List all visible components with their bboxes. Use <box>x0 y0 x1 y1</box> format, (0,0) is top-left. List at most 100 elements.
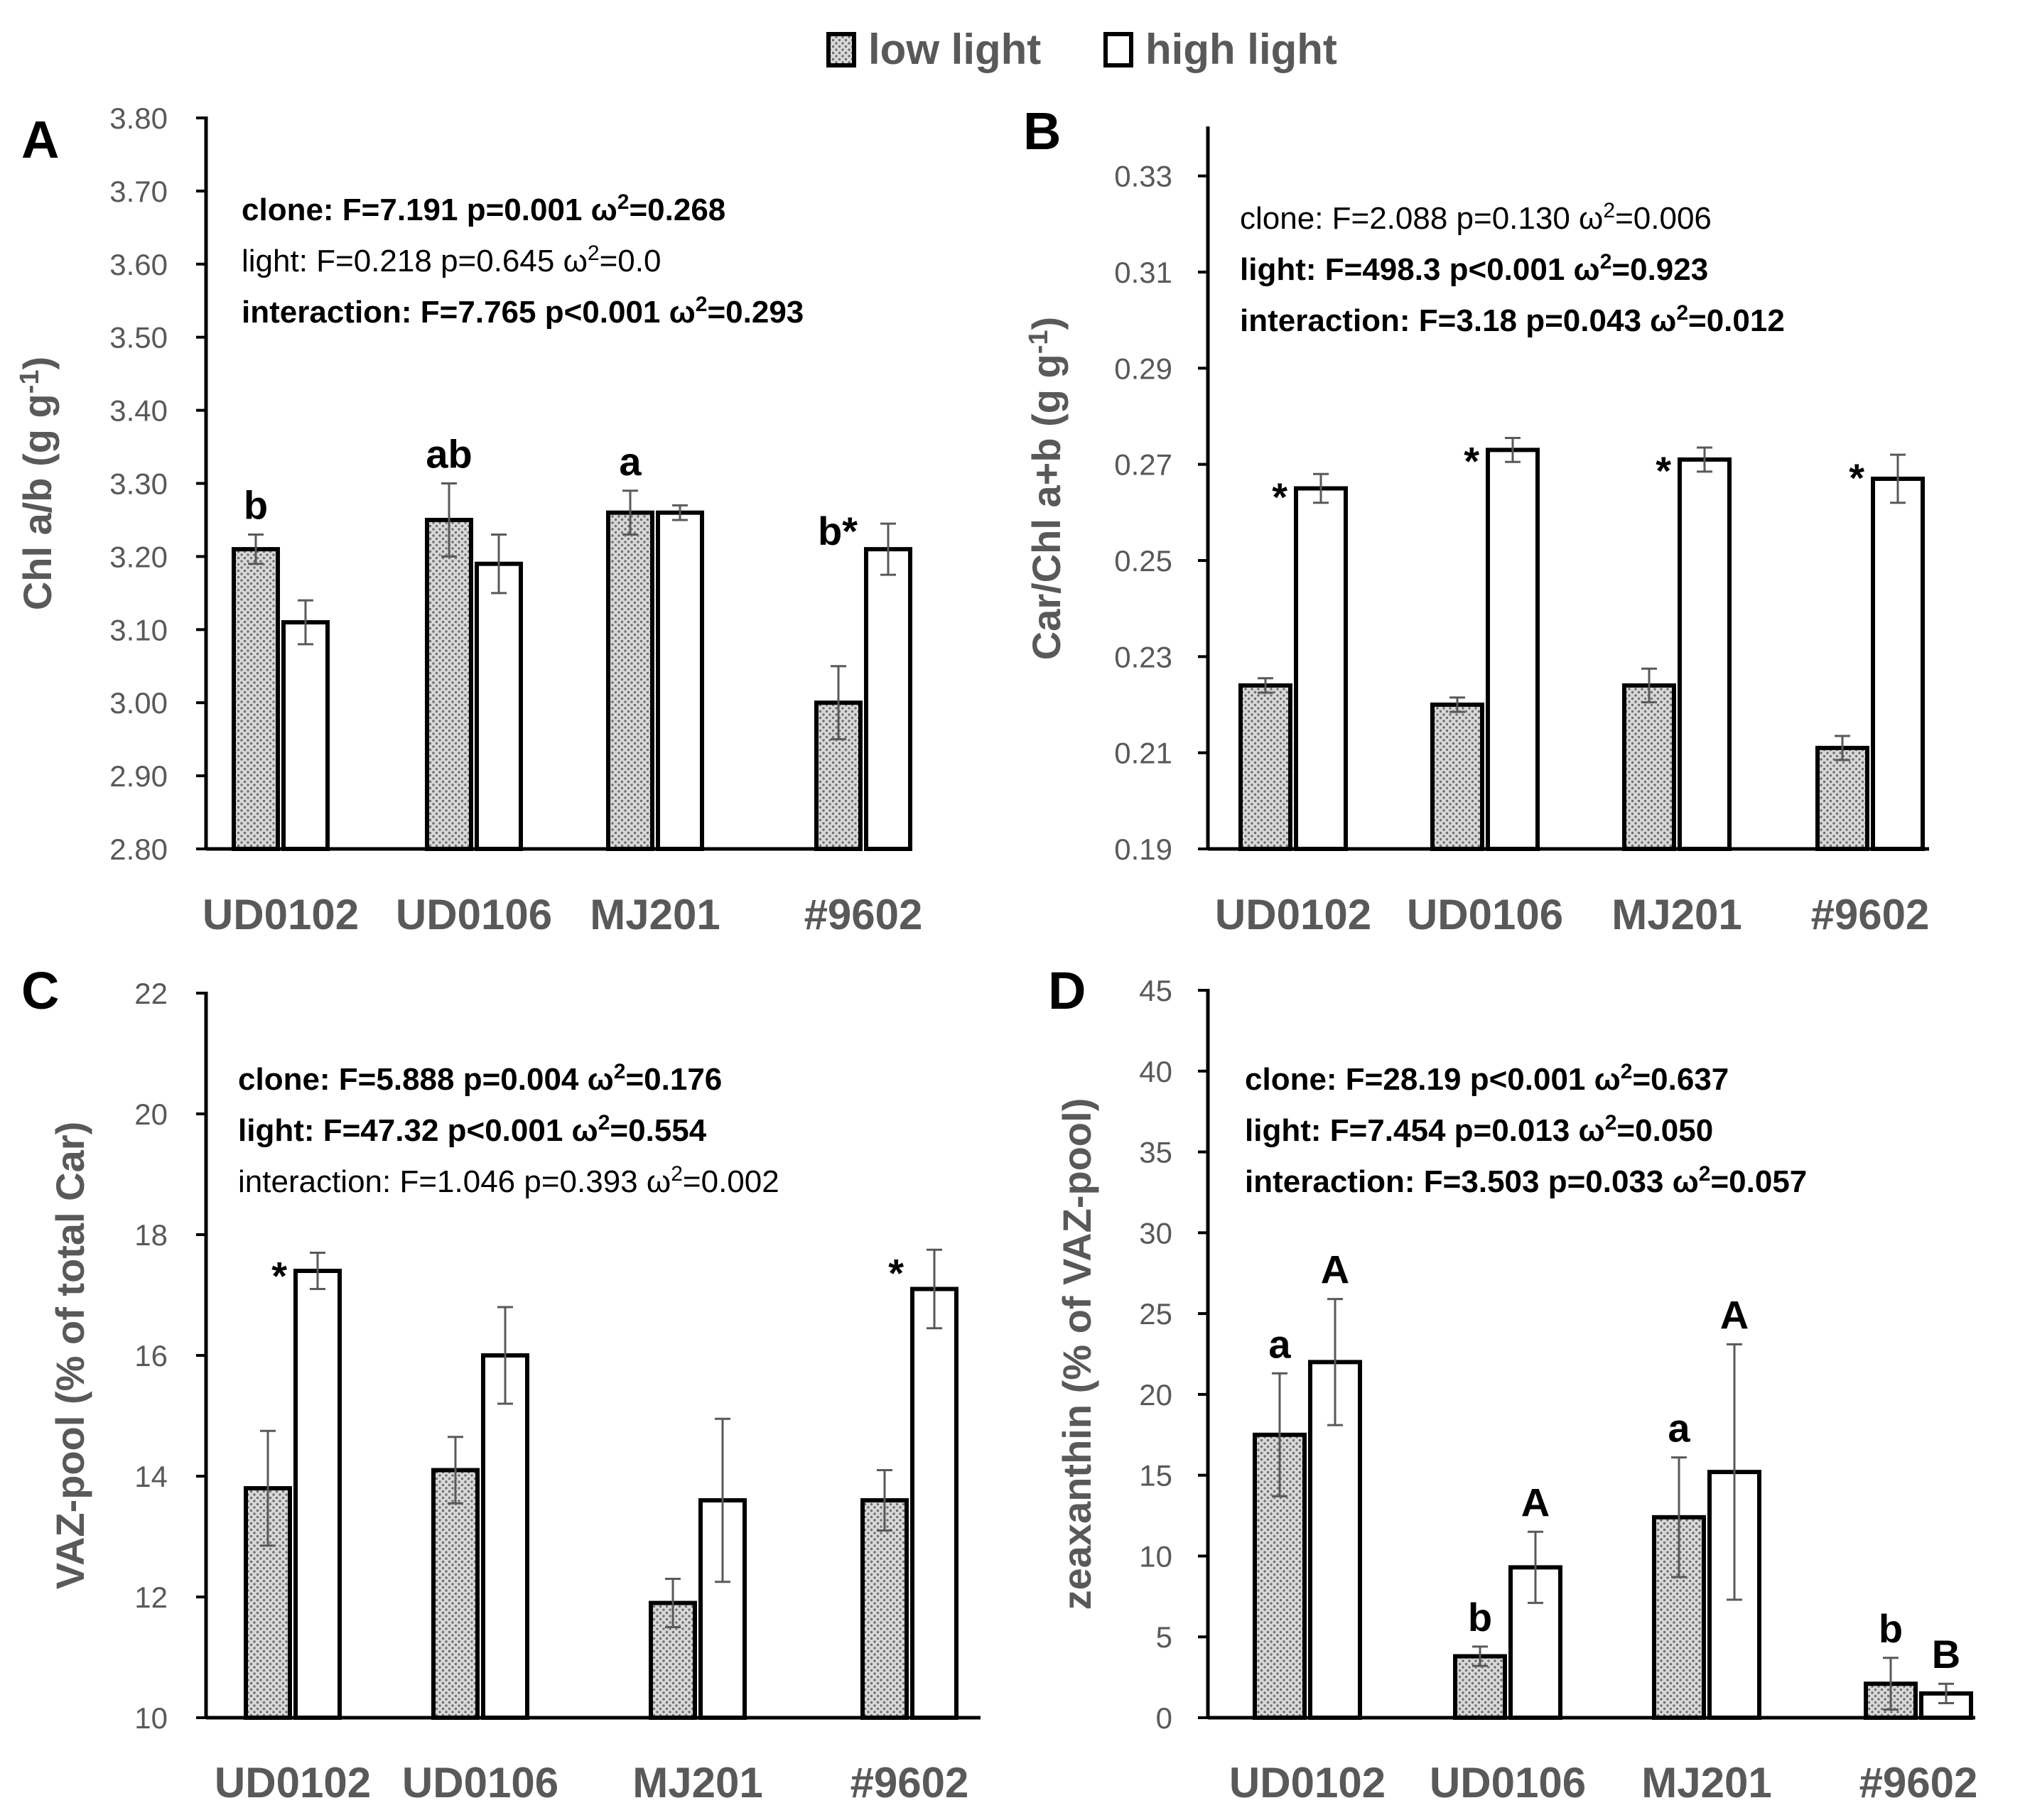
panel-label-a: A <box>21 110 59 169</box>
anova-stat-line: light: F=0.218 p=0.645 ω2=0.0 <box>242 242 661 278</box>
significance-label: B <box>1932 1632 1960 1677</box>
legend-swatch-low-light <box>826 32 856 67</box>
bar-high-light <box>656 510 704 851</box>
bar-low-light <box>606 510 654 851</box>
y-tick-label: 35 <box>1139 1136 1172 1169</box>
significance-label: * <box>1849 455 1864 500</box>
category-label: MJ201 <box>1641 1759 1771 1807</box>
y-tick-label: 3.20 <box>109 540 168 573</box>
bar-low-light <box>425 517 473 851</box>
y-axis-label: Chl a/b (g g-1) <box>15 357 60 610</box>
significance-label: a <box>619 439 642 484</box>
y-tick-label: 30 <box>1139 1216 1172 1250</box>
y-tick-label: 0.21 <box>1114 737 1172 770</box>
category-label: UD0102 <box>202 891 359 938</box>
y-axis-label: VAZ-pool (% of total Car) <box>48 1122 92 1589</box>
bar-high-light <box>281 620 330 851</box>
y-tick-label: 20 <box>1139 1378 1172 1412</box>
category-label: UD0106 <box>1430 1759 1586 1807</box>
category-label: UD0106 <box>402 1759 558 1807</box>
legend: low light high light <box>826 26 1337 73</box>
anova-stat-line: light: F=498.3 p<0.001 ω2=0.923 <box>1240 250 1708 287</box>
anova-stat-line: interaction: F=1.046 p=0.393 ω2=0.002 <box>238 1162 779 1199</box>
anova-stat-line: clone: F=2.088 p=0.130 ω2=0.006 <box>1240 199 1712 236</box>
bar-high-light <box>1871 476 1925 851</box>
significance-label: b* <box>818 509 858 553</box>
category-label: MJ201 <box>1611 891 1742 938</box>
significance-label: b <box>1468 1595 1492 1640</box>
bar-high-light <box>864 547 912 851</box>
y-tick-label: 0.29 <box>1114 352 1172 385</box>
y-tick-label: 3.70 <box>109 175 168 208</box>
significance-label: a <box>1668 1406 1690 1451</box>
bar-low-light <box>1815 745 1869 852</box>
y-tick-label: 0.25 <box>1114 544 1172 578</box>
significance-label: A <box>1720 1292 1749 1337</box>
y-tick-label: 18 <box>134 1218 168 1252</box>
bar-high-light <box>475 561 523 851</box>
anova-stat-line: light: F=7.454 p=0.013 ω2=0.050 <box>1245 1111 1713 1148</box>
y-tick-label: 0 <box>1156 1701 1172 1735</box>
significance-label: b <box>244 483 268 528</box>
y-tick-label: 0.23 <box>1114 640 1172 673</box>
y-tick-label: 10 <box>1139 1539 1172 1573</box>
y-tick-label: 25 <box>1139 1297 1172 1331</box>
bar-low-light <box>1430 703 1484 851</box>
anova-stat-line: interaction: F=7.765 p<0.001 ω2=0.293 <box>242 293 804 330</box>
anova-stat-line: light: F=47.32 p<0.001 ω2=0.554 <box>238 1111 707 1148</box>
bar-high-light <box>293 1269 342 1720</box>
legend-label-low-light: low light <box>868 26 1041 73</box>
y-tick-label: 14 <box>134 1460 168 1493</box>
significance-label: a <box>1268 1321 1291 1366</box>
anova-stat-line: interaction: F=3.18 p=0.043 ω2=0.012 <box>1240 301 1785 338</box>
bar-low-light <box>232 547 280 851</box>
y-tick-label: 3.80 <box>109 102 168 135</box>
bar-low-light <box>431 1468 480 1720</box>
y-tick-label: 10 <box>134 1701 168 1735</box>
anova-stat-line: clone: F=28.19 p<0.001 ω2=0.637 <box>1245 1060 1729 1097</box>
y-tick-label: 3.50 <box>109 321 168 354</box>
significance-label: * <box>1464 438 1479 483</box>
y-axis-label: zeaxanthin (% of VAZ-pool) <box>1054 1098 1099 1610</box>
category-label: UD0102 <box>215 1759 371 1807</box>
y-tick-label: 3.10 <box>109 613 168 646</box>
anova-stat-line: clone: F=5.888 p=0.004 ω2=0.176 <box>238 1060 722 1097</box>
significance-label: b <box>1879 1606 1903 1651</box>
category-label: #9602 <box>850 1759 969 1807</box>
y-tick-label: 3.30 <box>109 467 168 501</box>
significance-label: A <box>1521 1480 1550 1524</box>
y-tick-label: 15 <box>1139 1459 1172 1493</box>
y-tick-label: 2.90 <box>109 759 168 793</box>
y-tick-label: 2.80 <box>109 833 168 866</box>
category-label: #9602 <box>1811 891 1930 938</box>
category-label: MJ201 <box>590 891 720 938</box>
category-label: UD0102 <box>1215 891 1371 938</box>
y-tick-label: 5 <box>1156 1620 1172 1654</box>
y-tick-label: 40 <box>1139 1055 1172 1088</box>
y-tick-label: 3.60 <box>109 248 168 281</box>
significance-label: * <box>888 1250 904 1295</box>
chart-b-car-chl-ratio: 0.19 0.21 0.23 0.25 0.27 0.29 0.31 0.33 Car/Chl … <box>1024 126 1929 938</box>
category-label: #9602 <box>1859 1759 1978 1807</box>
category-label: UD0106 <box>396 891 552 938</box>
y-tick-label: 3.00 <box>109 686 168 720</box>
panel-label-d: D <box>1048 961 1086 1020</box>
bar-high-light <box>910 1287 958 1720</box>
chart-d-zeaxanthin: 0 5 10 15 20 25 30 35 40 45 zeaxanthin (% of VAZ-p… <box>1054 974 1977 1807</box>
y-tick-label: 16 <box>134 1339 168 1372</box>
y-tick-label: 20 <box>134 1098 168 1131</box>
panel-label-b: B <box>1023 102 1061 161</box>
significance-label: * <box>271 1254 287 1299</box>
category-label: UD0106 <box>1407 891 1563 938</box>
bar-high-light <box>1486 448 1540 851</box>
bar-low-light <box>1622 683 1676 852</box>
significance-label: * <box>1272 475 1287 519</box>
bar-high-light <box>481 1353 529 1720</box>
y-tick-label: 0.27 <box>1114 448 1172 482</box>
y-tick-label: 0.19 <box>1114 833 1172 866</box>
category-label: UD0102 <box>1229 1759 1386 1807</box>
legend-label-high-light: high light <box>1145 26 1337 73</box>
y-tick-label: 22 <box>134 977 168 1010</box>
y-tick-label: 0.33 <box>1114 160 1172 193</box>
